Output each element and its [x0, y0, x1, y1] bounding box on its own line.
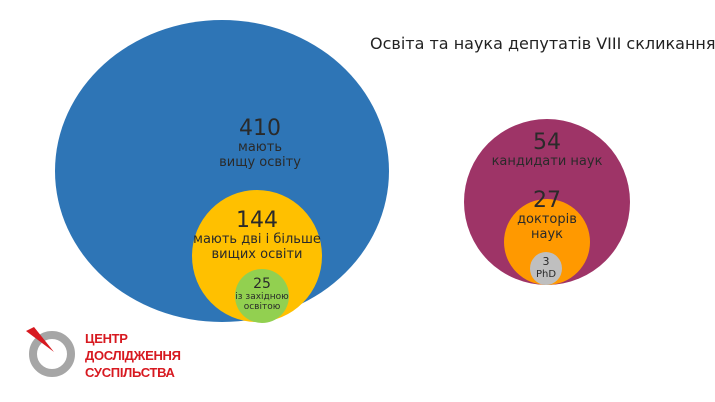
label-text: вищу освіту: [219, 155, 301, 171]
label-higher-education: 410 мають вищу освіту: [219, 116, 301, 171]
logo-line: ЦЕНТР: [85, 331, 128, 346]
label-text: наук: [530, 227, 564, 243]
label-western-education: 25 із західною освітою: [235, 276, 288, 313]
logo-text: ЦЕНТР ДОСЛІДЖЕННЯ СУСПІЛЬСТВА: [85, 330, 181, 381]
chart-title: Освіта та наука депутатів VIII скликання: [370, 34, 715, 53]
logo-icon: [26, 327, 75, 377]
label-text: докторів: [517, 212, 577, 228]
label-text: мають: [238, 140, 282, 156]
bubble-western-education: [235, 269, 289, 323]
label-doctors: 27 докторів наук: [517, 188, 577, 243]
logo-line: СУСПІЛЬСТВА: [85, 365, 175, 380]
value: 25: [253, 276, 271, 292]
label-text: із західною: [235, 292, 289, 303]
bubble-phd: [530, 252, 562, 285]
label-text: кандидати наук: [491, 154, 603, 170]
label-phd: 3 PhD: [535, 255, 557, 280]
value: 27: [532, 188, 561, 213]
value: 3: [542, 255, 550, 268]
label-text: мають дві і більше: [193, 232, 321, 248]
value: 410: [238, 116, 281, 141]
value: 54: [533, 130, 561, 155]
label-text: освітою: [243, 302, 281, 313]
value: 144: [236, 208, 278, 233]
label-two-degrees: 144 мають дві і більше вищих освіти: [193, 208, 321, 263]
label-text: вищих освіти: [211, 247, 303, 263]
label-candidates: 54 кандидати наук: [492, 130, 603, 170]
label-text: PhD: [535, 268, 557, 280]
logo-line: ДОСЛІДЖЕННЯ: [85, 348, 181, 363]
